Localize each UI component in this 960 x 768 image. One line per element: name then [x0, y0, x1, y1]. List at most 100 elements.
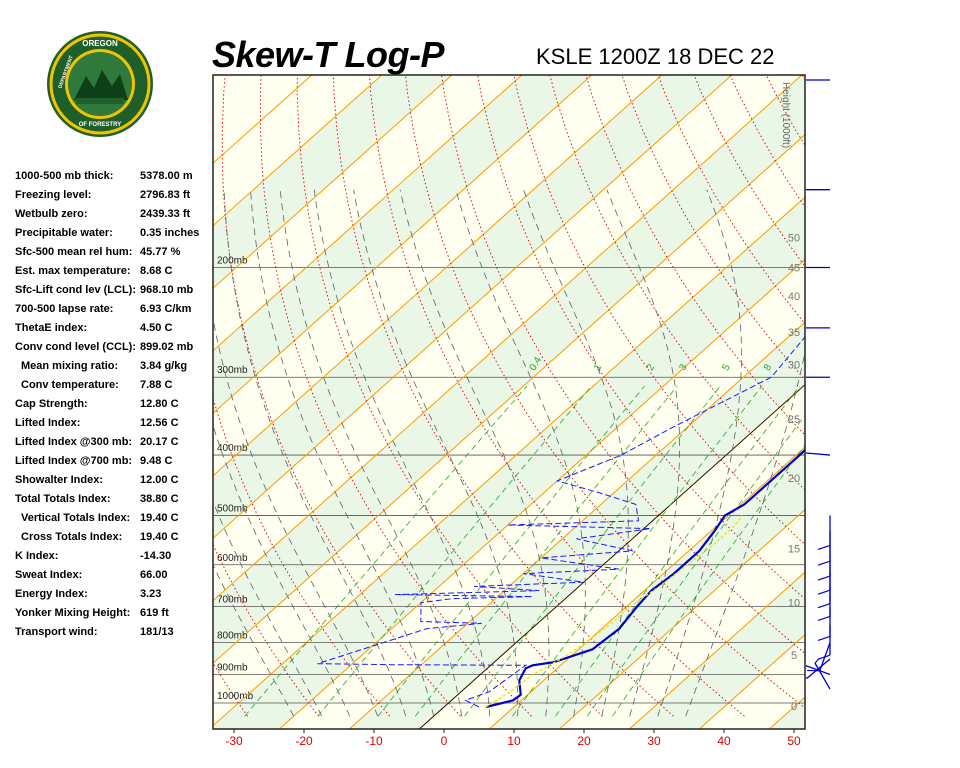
thermo-grid — [213, 75, 805, 729]
plot-frame — [212, 74, 806, 730]
index-value: 19.40 C — [140, 531, 179, 543]
index-row: Sfc-Lift cond lev (LCL): 968.10 mb — [15, 284, 215, 303]
index-label: Est. max temperature: — [15, 265, 131, 277]
index-label: Wetbulb zero: — [15, 208, 88, 220]
index-label: Total Totals Index: — [15, 493, 111, 505]
index-value: 5378.00 m — [140, 170, 193, 182]
zero-isotherm-line — [419, 384, 805, 729]
index-label: Sfc-500 mean rel hum: — [15, 246, 133, 258]
wind-barb-staff — [806, 452, 831, 456]
index-row: Total Totals Index: 38.80 C — [15, 493, 215, 512]
x-tick-label: -10 — [365, 734, 383, 748]
isotherm-line — [213, 196, 805, 727]
wind-barb — [817, 625, 831, 660]
index-value: 38.80 C — [140, 493, 179, 505]
index-row: Vertical Totals Index: 19.40 C — [15, 512, 215, 531]
isotherm-line — [213, 75, 523, 352]
wind-barb — [814, 657, 831, 690]
mixing-ratio-line — [464, 385, 721, 717]
index-row: Conv temperature: 7.88 C — [15, 379, 215, 398]
wind-barb-staff — [806, 665, 831, 676]
wind-barb — [817, 586, 831, 621]
x-tick-label: -30 — [225, 734, 243, 748]
temperature-band — [213, 197, 805, 729]
index-value: 19.40 C — [140, 512, 179, 524]
isobar-lines: 200mb 300mb 400mb 500mb 600mb 700mb 800mb 900mb… — [213, 256, 805, 704]
wind-barb-flag — [817, 560, 831, 566]
x-tick-label: 40 — [717, 734, 731, 748]
isotherm-line — [349, 321, 805, 729]
isobar-label: 600mb — [217, 553, 248, 564]
mixing-ratio-line — [612, 444, 805, 717]
index-value: 9.48 C — [140, 455, 173, 467]
index-label: Yonker Mixing Height: — [15, 607, 131, 619]
index-row: Conv cond level (CCL): 899.02 mb — [15, 341, 215, 360]
index-row: Est. max temperature: 8.68 C — [15, 265, 215, 284]
isobar-label: 1000mb — [217, 691, 254, 702]
index-value: 7.88 C — [140, 379, 173, 391]
index-row: ThetaE index: 4.50 C — [15, 322, 215, 341]
index-label: Energy Index: — [15, 588, 88, 600]
index-label: Vertical Totals Index: — [21, 512, 131, 524]
stability-indices-panel: 1000-500 mb thick: 5378.00 m Freezing leve… — [15, 170, 215, 645]
index-value: 899.02 mb — [140, 341, 194, 353]
x-tick-label: 20 — [577, 734, 591, 748]
index-row: Mean mixing ratio: 3.84 g/kg — [15, 360, 215, 379]
index-value: 3.84 g/kg — [140, 360, 188, 372]
wind-barb-flag — [817, 544, 831, 551]
index-value: 0.35 inches — [140, 227, 200, 239]
mixing-ratio-line — [414, 385, 678, 717]
isotherm-line — [213, 75, 663, 477]
index-label: Freezing level: — [15, 189, 92, 201]
index-row: Freezing level: 2796.83 ft — [15, 189, 215, 208]
moist-adiabat-line — [213, 424, 351, 717]
index-label: Conv temperature: — [21, 379, 119, 391]
dry-adiabat-line — [213, 396, 390, 717]
index-row: Yonker Mixing Height: 619 ft — [15, 607, 215, 626]
moist-adiabat-line — [213, 500, 323, 717]
index-label: Cross Totals Index: — [21, 531, 123, 543]
height-tick-label: 45 — [788, 263, 800, 275]
isotherm-line — [213, 75, 383, 227]
index-label: Conv cond level (CCL): — [15, 341, 137, 353]
index-value: 66.00 — [140, 569, 168, 581]
isotherm-line — [213, 75, 313, 164]
index-value: 12.56 C — [140, 417, 179, 429]
wind-barb — [817, 606, 831, 642]
mixing-ratio-label: 3 — [678, 362, 691, 373]
height-tick-label: 50 — [788, 233, 800, 245]
wind-barb-half-flag — [814, 657, 820, 664]
index-row: 700-500 lapse rate: 6.93 C/km — [15, 303, 215, 322]
wind-barb — [806, 452, 831, 456]
height-tick-label: 15 — [788, 544, 800, 556]
index-value: 12.00 C — [140, 474, 179, 486]
wind-barb-staff — [814, 662, 831, 690]
svg-text:OF FORESTRY: OF FORESTRY — [79, 122, 121, 128]
mixing-ratio-label: 2 — [645, 362, 658, 373]
sounding-series — [317, 336, 805, 709]
dry-adiabat-line — [332, 75, 674, 717]
oregon-forestry-logo: OREGON OF FORESTRY DEPARTMENT — [46, 30, 154, 138]
x-axis-ticks: -30 -20 -10 0 10 20 30 40 50 — [225, 729, 801, 748]
moist-adiabat-line — [606, 189, 680, 717]
isotherm-line — [213, 75, 593, 414]
index-row: Transport wind: 181/13 — [15, 626, 215, 645]
mixing-ratio-label: 5 — [720, 362, 733, 373]
isobar-label: 500mb — [217, 503, 248, 514]
index-label: Sweat Index: — [15, 569, 83, 581]
index-label: K Index: — [15, 550, 59, 562]
index-label: Lifted Index @300 mb: — [15, 436, 133, 448]
isotherm-line — [629, 571, 805, 729]
index-label: 700-500 lapse rate: — [15, 303, 114, 315]
index-row: Lifted Index @700 mb: 9.48 C — [15, 455, 215, 474]
index-value: 2796.83 ft — [140, 189, 191, 201]
index-label: ThetaE index: — [15, 322, 88, 334]
moist-adiabat-line — [279, 189, 463, 717]
index-label: Lifted Index: — [15, 417, 81, 429]
dry-adiabat-line — [296, 75, 603, 717]
index-row: 1000-500 mb thick: 5378.00 m — [15, 170, 215, 189]
station-time-label: KSLE 1200Z 18 DEC 22 — [536, 44, 775, 69]
index-value: 20.17 C — [140, 436, 179, 448]
dry-adiabat-line — [369, 75, 745, 717]
